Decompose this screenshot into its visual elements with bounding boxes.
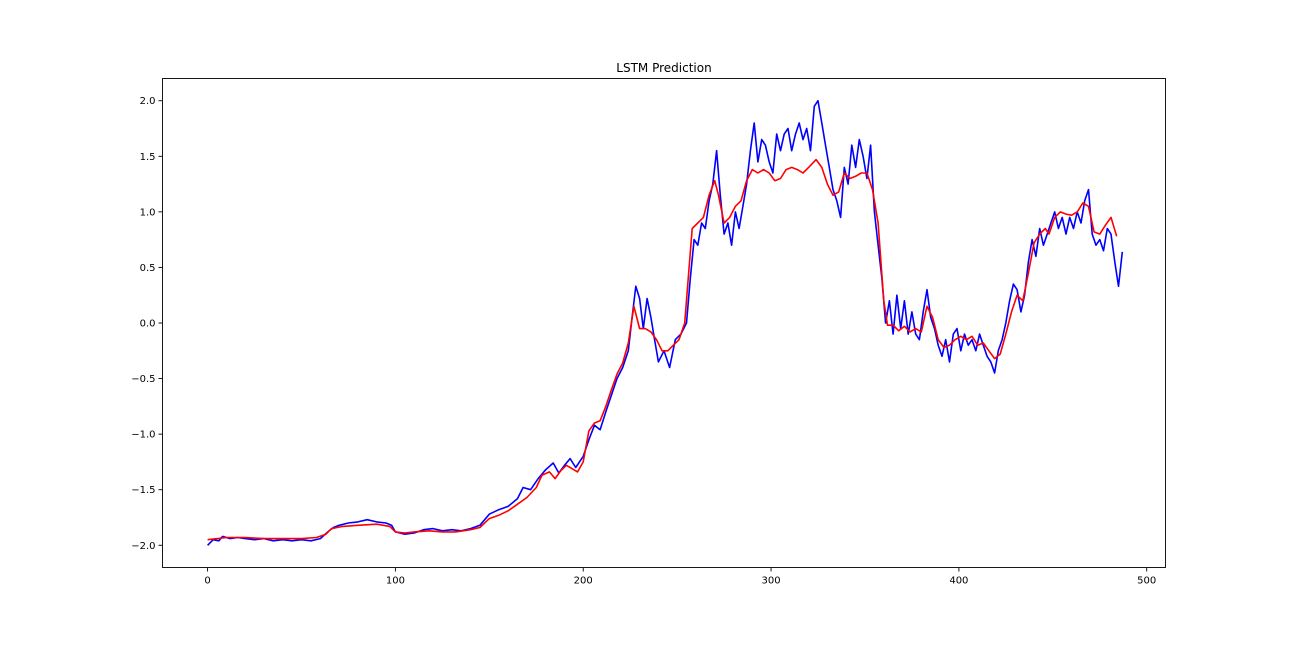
y-tick-label: 1.5 bbox=[140, 152, 156, 163]
y-tick-label: −1.0 bbox=[131, 430, 155, 441]
x-tick-label: 200 bbox=[574, 576, 593, 587]
series-line-1 bbox=[207, 99, 1124, 546]
plot-frame bbox=[162, 78, 1166, 568]
series-line-2 bbox=[207, 158, 1118, 541]
x-axis: 0 100 200 300 400 500 bbox=[204, 567, 1156, 587]
x-tick-label: 0 bbox=[204, 576, 210, 587]
y-tick-label: 2.0 bbox=[140, 96, 156, 107]
chart-title: LSTM Prediction bbox=[616, 61, 711, 75]
y-axis: −2.0 −1.5 −1.0 −0.5 0.0 0.5 1.0 1.5 2.0 bbox=[131, 96, 163, 552]
y-tick-label: −1.5 bbox=[131, 485, 155, 496]
x-tick-label: 500 bbox=[1137, 576, 1156, 587]
y-tick-label: 1.0 bbox=[140, 207, 156, 218]
y-tick-label: 0.5 bbox=[140, 263, 156, 274]
x-tick-label: 100 bbox=[386, 576, 405, 587]
y-tick-label: −0.5 bbox=[131, 374, 155, 385]
y-tick-label: −2.0 bbox=[131, 541, 155, 552]
x-tick-label: 400 bbox=[949, 576, 968, 587]
x-tick-label: 300 bbox=[762, 576, 781, 587]
y-tick-label: 0.0 bbox=[140, 319, 156, 330]
series-layer bbox=[207, 99, 1124, 546]
